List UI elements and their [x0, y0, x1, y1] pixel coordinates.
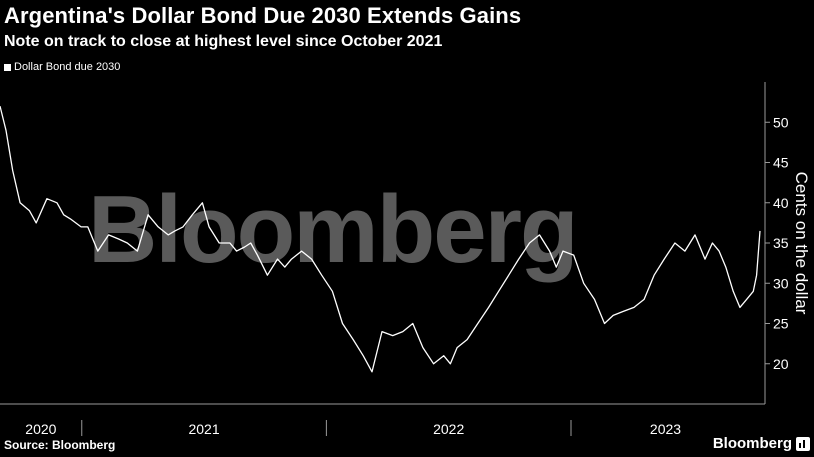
x-axis-ticks: 2020 2021 2022 2023 [25, 420, 681, 437]
series-line-dollar-bond-2030 [0, 105, 761, 373]
source-note: Source: Bloomberg [4, 438, 116, 452]
legend-swatch [4, 63, 11, 71]
y-tick-label: 50 [773, 114, 789, 130]
y-axis-label: Cents on the dollar [792, 172, 811, 315]
legend-label: Dollar Bond due 2030 [14, 61, 121, 73]
chart-title: Argentina's Dollar Bond Due 2030 Extends… [4, 3, 522, 28]
x-tick-label: 2023 [650, 421, 681, 437]
bloomberg-chart-icon [796, 437, 810, 451]
y-tick-label: 25 [773, 316, 789, 332]
y-tick-label: 30 [773, 275, 789, 291]
x-tick-label: 2022 [433, 421, 464, 437]
y-tick-label: 35 [773, 235, 789, 251]
x-tick-label: 2021 [188, 421, 219, 437]
bloomberg-logo-text: Bloomberg [712, 435, 792, 452]
y-tick-label: 40 [773, 195, 789, 211]
chart-subtitle: Note on track to close at highest level … [4, 33, 443, 50]
bloomberg-watermark: Bloomberg [88, 176, 577, 283]
y-tick-label: 20 [773, 356, 789, 372]
y-tick-label: 45 [773, 155, 789, 171]
legend: Dollar Bond due 2030 [4, 61, 120, 73]
x-tick-label: 2020 [25, 421, 56, 437]
y-axis-ticks: 20 25 30 35 40 45 50 [765, 114, 789, 372]
